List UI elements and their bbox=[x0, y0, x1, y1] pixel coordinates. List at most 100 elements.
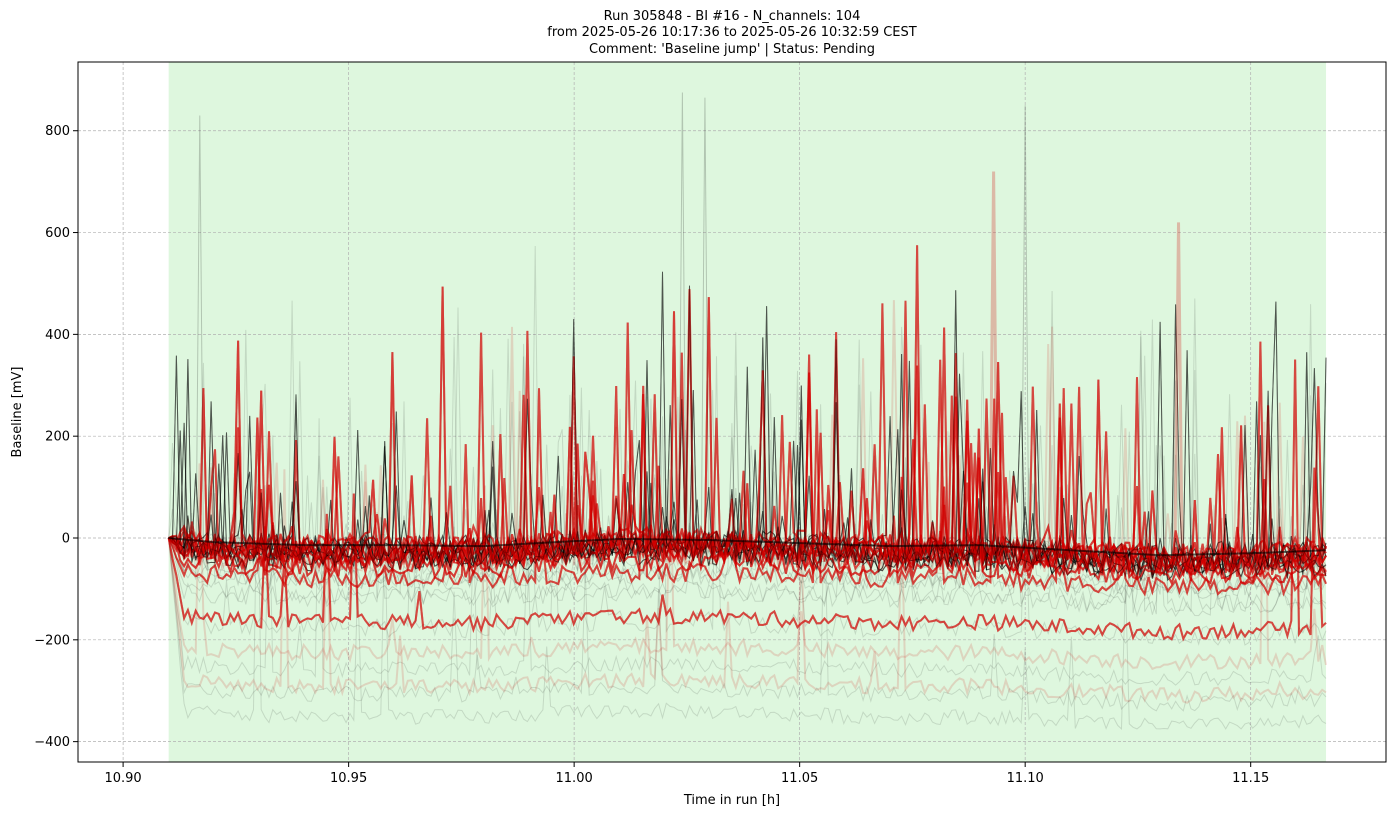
channel-trace bbox=[167, 300, 1327, 572]
grid-lines bbox=[78, 62, 1386, 762]
channel-trace bbox=[168, 306, 1327, 577]
channel-trace bbox=[167, 359, 1327, 642]
channel-trace bbox=[168, 339, 1327, 573]
channel-trace bbox=[168, 245, 1327, 581]
channel-trace bbox=[168, 286, 1327, 573]
channel-trace bbox=[168, 326, 1327, 583]
channel-trace bbox=[167, 388, 1327, 597]
channel-trace bbox=[167, 359, 1327, 642]
channel-trace bbox=[168, 289, 1327, 580]
channel-trace bbox=[168, 271, 1327, 571]
channel-trace bbox=[167, 300, 1327, 572]
channel-trace bbox=[168, 307, 1327, 579]
spike-trace bbox=[1173, 222, 1184, 555]
x-tick-label: 11.15 bbox=[1232, 771, 1269, 786]
channel-traces bbox=[167, 92, 1327, 731]
channel-trace bbox=[168, 271, 1327, 571]
y-tick-label: 800 bbox=[45, 124, 70, 139]
channel-trace bbox=[168, 303, 1327, 574]
channel-trace bbox=[168, 304, 1327, 576]
channel-trace bbox=[168, 271, 1327, 571]
channel-trace bbox=[168, 304, 1327, 576]
x-tick-label: 11.05 bbox=[781, 771, 818, 786]
channel-trace bbox=[167, 311, 1327, 586]
channel-trace bbox=[168, 304, 1327, 576]
channel-trace bbox=[168, 289, 1327, 580]
x-tick-label: 11.10 bbox=[1007, 771, 1044, 786]
channel-trace bbox=[168, 304, 1327, 601]
channel-trace bbox=[168, 245, 1327, 581]
channel-trace bbox=[168, 271, 1327, 571]
channel-trace bbox=[168, 290, 1327, 578]
channel-trace bbox=[168, 339, 1327, 573]
channel-trace bbox=[167, 311, 1327, 586]
chart-title-line-3: Comment: 'Baseline jump' | Status: Pendi… bbox=[589, 42, 875, 57]
channel-trace bbox=[168, 290, 1327, 578]
channel-trace bbox=[168, 356, 1327, 646]
channel-trace bbox=[168, 297, 1327, 578]
channel-trace bbox=[168, 339, 1327, 573]
axes-frame bbox=[77, 61, 1387, 763]
channel-trace bbox=[167, 311, 1327, 586]
channel-trace bbox=[168, 290, 1327, 578]
channel-trace bbox=[168, 319, 1327, 574]
channel-trace bbox=[168, 289, 1327, 580]
channel-trace bbox=[168, 306, 1327, 577]
channel-trace bbox=[168, 303, 1327, 574]
channel-trace bbox=[168, 289, 1327, 580]
channel-trace bbox=[168, 306, 1327, 577]
channel-trace bbox=[168, 290, 1327, 578]
channel-trace bbox=[168, 271, 1327, 571]
channel-trace bbox=[168, 286, 1327, 573]
channel-trace bbox=[168, 297, 1327, 578]
channel-trace bbox=[168, 286, 1327, 573]
channel-trace bbox=[167, 311, 1327, 586]
channel-trace bbox=[168, 290, 1327, 578]
y-axis-label: Baseline [mV] bbox=[10, 367, 25, 458]
channel-trace bbox=[168, 306, 1327, 577]
channel-trace bbox=[167, 300, 1327, 572]
spike-trace bbox=[700, 97, 710, 540]
channel-trace bbox=[168, 286, 1327, 573]
channel-trace bbox=[167, 311, 1327, 586]
channel-trace bbox=[168, 304, 1327, 576]
channel-trace bbox=[168, 245, 1327, 583]
channel-trace bbox=[167, 311, 1327, 586]
channel-trace bbox=[168, 339, 1327, 573]
channel-trace bbox=[168, 297, 1327, 578]
channel-trace bbox=[168, 286, 1327, 573]
channel-trace bbox=[168, 245, 1327, 581]
channel-trace bbox=[168, 303, 1327, 574]
channel-trace bbox=[167, 359, 1327, 642]
channel-trace bbox=[168, 297, 1327, 578]
channel-trace bbox=[167, 300, 1327, 572]
channel-trace bbox=[168, 286, 1327, 573]
channel-trace bbox=[167, 311, 1327, 586]
channel-trace bbox=[168, 304, 1327, 576]
y-tick-label: 0 bbox=[62, 532, 70, 547]
channel-trace bbox=[168, 352, 1327, 582]
channel-trace bbox=[167, 300, 1327, 572]
channel-trace bbox=[168, 453, 1327, 731]
median-baseline-trace bbox=[168, 537, 1327, 557]
channel-trace bbox=[168, 306, 1327, 577]
x-tick-label: 11.00 bbox=[556, 771, 593, 786]
channel-trace bbox=[168, 303, 1327, 574]
channel-trace bbox=[167, 359, 1327, 642]
channel-trace bbox=[168, 330, 1327, 570]
channel-trace bbox=[168, 286, 1327, 573]
channel-trace bbox=[168, 339, 1327, 573]
channel-trace bbox=[168, 303, 1327, 574]
y-tick-label: 600 bbox=[45, 226, 70, 241]
channel-trace bbox=[168, 290, 1327, 578]
channel-trace bbox=[168, 352, 1327, 582]
channel-trace bbox=[168, 304, 1327, 576]
channel-trace bbox=[168, 306, 1327, 577]
channel-trace bbox=[168, 352, 1327, 582]
channel-trace bbox=[168, 286, 1327, 573]
run-time-shaded-region bbox=[168, 62, 1327, 762]
channel-trace bbox=[168, 339, 1327, 573]
chart-title-line-1: Run 305848 - BI #16 - N_channels: 104 bbox=[604, 9, 861, 24]
y-axis-ticks: −400 −200 0 200 400 600 800 bbox=[34, 124, 78, 750]
channel-trace bbox=[168, 339, 1327, 573]
